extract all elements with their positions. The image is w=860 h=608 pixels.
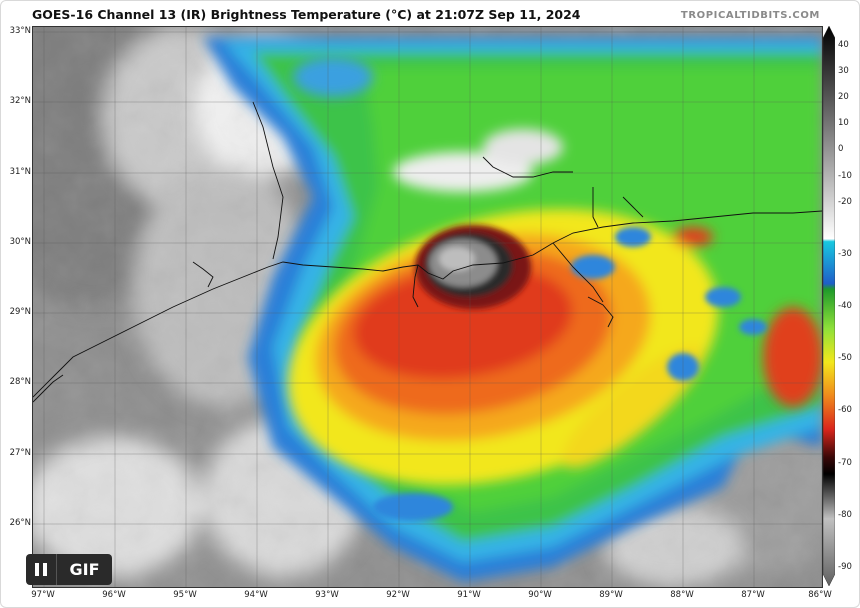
lat-label-26: 26°N [9, 518, 31, 528]
lon-label-95: 95°W [173, 590, 197, 600]
lon-label-86: 86°W [808, 590, 832, 600]
lon-label-93: 93°W [315, 590, 339, 600]
colorbar-label-neg50: -50 [838, 353, 852, 363]
colorbar-label-neg30: -30 [838, 249, 852, 259]
gif-label: GIF [69, 560, 100, 579]
colorbar-label-20: 20 [838, 92, 849, 102]
colorbar-label-10: 10 [838, 118, 849, 128]
site-credit: TROPICALTIDBITS.COM [680, 10, 820, 21]
pause-icon[interactable] [26, 554, 57, 585]
satellite-map [32, 26, 823, 588]
gif-control-button[interactable]: GIF [26, 554, 112, 585]
lat-label-30: 30°N [9, 237, 31, 247]
colorbar [822, 25, 836, 587]
lat-label-32: 32°N [9, 96, 31, 106]
coastline [33, 101, 822, 403]
lat-label-31: 31°N [9, 167, 31, 177]
lon-label-96: 96°W [102, 590, 126, 600]
colorbar-label-neg20: -20 [838, 197, 852, 207]
lon-label-91: 91°W [457, 590, 481, 600]
lon-label-89: 89°W [599, 590, 623, 600]
colorbar-label-neg80: -80 [838, 510, 852, 520]
colorbar-label-0: 0 [838, 144, 844, 154]
lat-label-27: 27°N [9, 448, 31, 458]
lat-label-28: 28°N [9, 377, 31, 387]
satellite-image [33, 27, 822, 587]
colorbar-label-neg70: -70 [838, 458, 852, 468]
colorbar-label-neg60: -60 [838, 405, 852, 415]
lon-label-94: 94°W [244, 590, 268, 600]
colorbar-label-30: 30 [838, 66, 849, 76]
lon-label-90: 90°W [528, 590, 552, 600]
lon-label-97: 97°W [31, 590, 55, 600]
lat-label-29: 29°N [9, 307, 31, 317]
lon-label-88: 88°W [670, 590, 694, 600]
colorbar-label-40: 40 [838, 40, 849, 50]
colorbar-label-neg90: -90 [838, 562, 852, 572]
lat-label-33: 33°N [9, 26, 31, 36]
map-title: GOES-16 Channel 13 (IR) Brightness Tempe… [32, 7, 581, 22]
lon-label-87: 87°W [741, 590, 765, 600]
colorbar-label-neg10: -10 [838, 171, 852, 181]
lon-label-92: 92°W [386, 590, 410, 600]
colorbar-label-neg40: -40 [838, 301, 852, 311]
